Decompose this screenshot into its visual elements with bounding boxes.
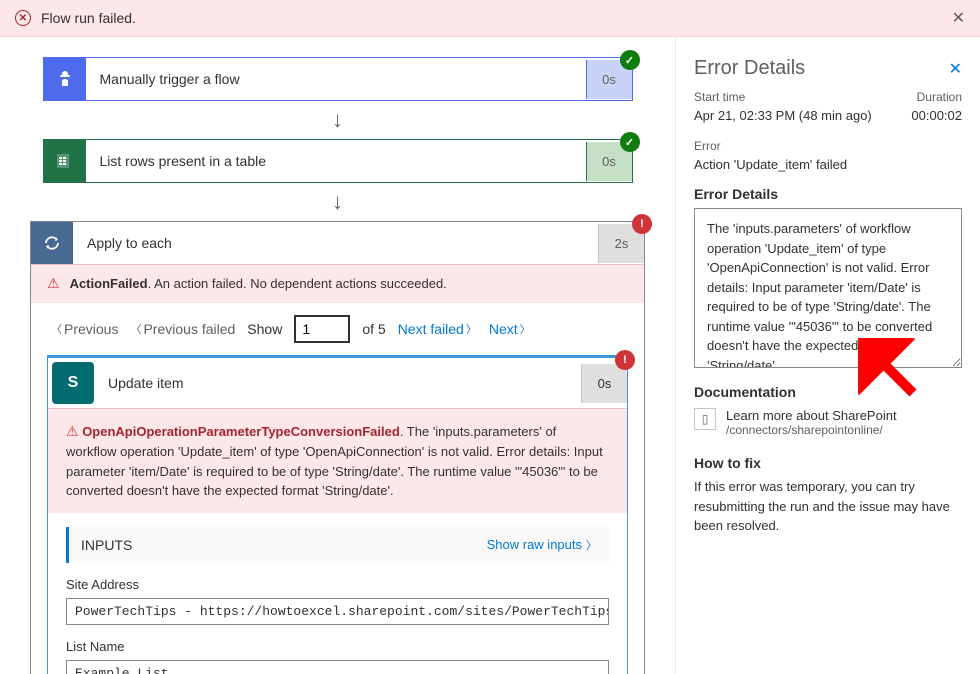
- documentation-heading: Documentation: [694, 384, 962, 400]
- action-failed-title: ActionFailed: [70, 276, 148, 291]
- duration-label: Duration: [917, 90, 962, 104]
- action-failed-msg: . An action failed. No dependent actions…: [148, 276, 447, 291]
- start-time-value: Apr 21, 02:33 PM (48 min ago): [694, 108, 872, 123]
- how-to-fix-heading: How to fix: [694, 455, 962, 471]
- inputs-header: INPUTS Show raw inputs 〉: [66, 527, 609, 563]
- step-title: Apply to each: [73, 235, 598, 251]
- update-item-card: S Update item 0s ! ⚠ OpenApiOperationPar…: [47, 355, 628, 674]
- prev-failed-button[interactable]: 〈 Previous failed: [130, 321, 235, 337]
- duration-value: 00:00:02: [911, 108, 962, 123]
- next-failed-button[interactable]: Next failed 〉: [398, 321, 477, 337]
- inputs-label: INPUTS: [81, 537, 132, 553]
- panel-heading: Error Details: [694, 57, 805, 80]
- flow-step-trigger[interactable]: Manually trigger a flow 0s ✓: [43, 57, 633, 101]
- error-icon: ✕: [15, 10, 31, 26]
- field-list-name: List Name Example List: [66, 639, 609, 674]
- of-label: of 5: [362, 321, 385, 337]
- excel-icon: [44, 140, 86, 182]
- flow-step-excel[interactable]: List rows present in a table 0s ✓: [43, 139, 633, 183]
- doc-link[interactable]: Learn more about SharePoint: [726, 408, 897, 423]
- arrow-down-icon: ↓: [30, 189, 645, 215]
- step-title: Manually trigger a flow: [86, 71, 586, 87]
- error-banner-text: Flow run failed.: [41, 10, 136, 26]
- type-conversion-error: ⚠ OpenApiOperationParameterTypeConversio…: [48, 408, 627, 513]
- trigger-icon: [44, 58, 86, 100]
- error-label: Error: [694, 139, 962, 153]
- loop-icon: [31, 222, 73, 264]
- error-details-label: Error Details: [694, 186, 962, 202]
- update-item-header[interactable]: S Update item 0s !: [48, 358, 627, 408]
- doc-path: /connectors/sharepointonline/: [726, 423, 897, 437]
- error-details-text[interactable]: The 'inputs.parameters' of workflow oper…: [694, 208, 962, 368]
- field-label: List Name: [66, 639, 609, 654]
- field-value[interactable]: PowerTechTips - https://howtoexcel.share…: [66, 598, 609, 625]
- close-panel-icon[interactable]: ✕: [949, 59, 962, 79]
- warning-icon: ⚠: [47, 275, 60, 292]
- step-title: Update item: [98, 375, 581, 391]
- doc-icon: ▯: [694, 408, 716, 430]
- sharepoint-icon: S: [52, 362, 94, 404]
- status-error-icon: !: [615, 350, 635, 370]
- error-title: OpenApiOperationParameterTypeConversionF…: [82, 424, 400, 439]
- next-button[interactable]: Next 〉: [489, 321, 531, 337]
- error-banner: ✕ Flow run failed. ✕: [0, 0, 980, 37]
- prev-button[interactable]: 〈 Previous: [51, 321, 118, 337]
- step-title: List rows present in a table: [86, 153, 586, 169]
- status-error-icon: !: [632, 214, 652, 234]
- field-label: Site Address: [66, 577, 609, 592]
- field-value[interactable]: Example List: [66, 660, 609, 674]
- close-icon[interactable]: ✕: [952, 8, 965, 28]
- flow-canvas: Manually trigger a flow 0s ✓ ↓ List rows…: [0, 37, 675, 674]
- inputs-section: INPUTS Show raw inputs 〉 Site Address Po…: [48, 513, 627, 674]
- start-time-label: Start time: [694, 90, 745, 104]
- arrow-down-icon: ↓: [30, 107, 645, 133]
- status-ok-icon: ✓: [620, 132, 640, 152]
- apply-to-each-header[interactable]: Apply to each 2s !: [31, 222, 644, 264]
- how-to-fix-text: If this error was temporary, you can try…: [694, 477, 962, 536]
- error-value: Action 'Update_item' failed: [694, 157, 962, 172]
- show-raw-inputs-link[interactable]: Show raw inputs 〉: [487, 537, 597, 553]
- error-details-panel: Error Details ✕ Start time Duration Apr …: [675, 37, 980, 674]
- page-input[interactable]: [294, 315, 350, 343]
- pagination: 〈 Previous 〈 Previous failed Show of 5 N…: [31, 302, 644, 355]
- show-label: Show: [247, 321, 282, 337]
- field-site-address: Site Address PowerTechTips - https://how…: [66, 577, 609, 625]
- status-ok-icon: ✓: [620, 50, 640, 70]
- step-duration: 0s: [581, 364, 627, 403]
- action-failed-bar: ⚠ ActionFailed. An action failed. No dep…: [31, 264, 644, 302]
- warning-icon: ⚠: [66, 423, 79, 439]
- apply-to-each-container: Apply to each 2s ! ⚠ ActionFailed. An ac…: [30, 221, 645, 674]
